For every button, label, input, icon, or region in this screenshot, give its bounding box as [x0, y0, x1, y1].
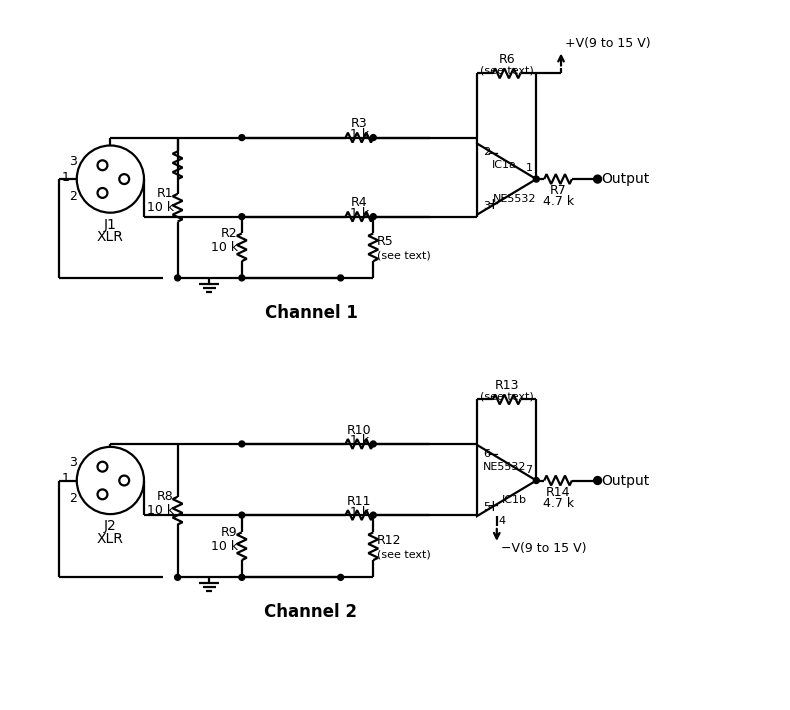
Text: IC1a: IC1a — [492, 160, 517, 170]
Text: +V(9 to 15 V): +V(9 to 15 V) — [565, 37, 651, 50]
Text: 1: 1 — [62, 472, 70, 485]
Circle shape — [337, 275, 344, 281]
Circle shape — [175, 574, 181, 580]
Text: Output: Output — [601, 172, 650, 186]
Circle shape — [175, 275, 181, 281]
Text: 10 k: 10 k — [146, 504, 174, 517]
Text: R7: R7 — [550, 185, 566, 197]
Text: (see text): (see text) — [480, 391, 533, 402]
Text: R14: R14 — [546, 486, 570, 499]
Text: Channel 2: Channel 2 — [265, 603, 358, 621]
Text: 1: 1 — [525, 163, 532, 173]
Text: 1 k: 1 k — [350, 506, 369, 518]
Text: 4: 4 — [498, 516, 506, 526]
Text: R9: R9 — [221, 526, 238, 539]
Circle shape — [533, 478, 540, 484]
Text: R10: R10 — [347, 424, 372, 437]
Text: NE5532: NE5532 — [493, 194, 536, 204]
Text: 2: 2 — [483, 148, 490, 158]
Text: 7: 7 — [525, 464, 532, 474]
Text: R11: R11 — [347, 495, 371, 508]
Text: (see text): (see text) — [377, 549, 431, 559]
Text: +: + — [487, 197, 499, 212]
Circle shape — [533, 176, 540, 182]
Text: 3: 3 — [69, 155, 77, 168]
Circle shape — [337, 574, 344, 580]
Circle shape — [239, 135, 245, 141]
Text: 5: 5 — [483, 502, 490, 512]
Text: Output: Output — [601, 474, 650, 488]
Circle shape — [239, 574, 245, 580]
Text: 2: 2 — [69, 492, 77, 505]
Text: −: − — [487, 146, 499, 161]
Text: R8: R8 — [157, 491, 174, 503]
Text: 1 k: 1 k — [350, 207, 369, 220]
Text: NE5532: NE5532 — [483, 462, 526, 471]
Text: R3: R3 — [351, 117, 367, 130]
Text: −: − — [487, 447, 499, 462]
Circle shape — [239, 214, 245, 219]
Text: 3: 3 — [69, 457, 77, 469]
Text: 10 k: 10 k — [211, 241, 238, 253]
Text: (see text): (see text) — [377, 250, 431, 260]
Text: J1: J1 — [104, 217, 117, 231]
Text: R6: R6 — [498, 53, 515, 66]
Text: 10 k: 10 k — [146, 201, 174, 214]
Text: 10 k: 10 k — [211, 540, 238, 552]
Text: 4.7 k: 4.7 k — [543, 497, 574, 510]
Circle shape — [239, 275, 245, 281]
Text: R2: R2 — [221, 227, 238, 240]
Circle shape — [371, 135, 376, 141]
Text: (see text): (see text) — [480, 65, 533, 75]
Text: 3: 3 — [483, 201, 490, 211]
Text: 2: 2 — [69, 190, 77, 203]
Circle shape — [239, 512, 245, 518]
Text: R1: R1 — [157, 187, 174, 200]
Circle shape — [593, 175, 601, 183]
Text: IC1b: IC1b — [502, 496, 527, 506]
Text: J2: J2 — [104, 519, 117, 533]
Text: R13: R13 — [495, 379, 519, 392]
Text: +: + — [487, 498, 499, 514]
Text: Channel 1: Channel 1 — [265, 303, 357, 322]
Text: 6: 6 — [483, 449, 490, 459]
Text: XLR: XLR — [97, 532, 124, 546]
Text: R4: R4 — [351, 196, 367, 209]
Circle shape — [371, 441, 376, 447]
Text: R12: R12 — [377, 534, 401, 547]
Circle shape — [239, 441, 245, 447]
Circle shape — [371, 214, 376, 219]
Text: 1 k: 1 k — [350, 128, 369, 141]
Text: 1: 1 — [62, 170, 70, 184]
Text: 1 k: 1 k — [350, 435, 369, 447]
Text: 4.7 k: 4.7 k — [543, 195, 574, 208]
Text: XLR: XLR — [97, 231, 124, 244]
Circle shape — [593, 476, 601, 484]
Circle shape — [371, 512, 376, 518]
Text: −V(9 to 15 V): −V(9 to 15 V) — [501, 542, 586, 555]
Text: R5: R5 — [377, 235, 394, 248]
